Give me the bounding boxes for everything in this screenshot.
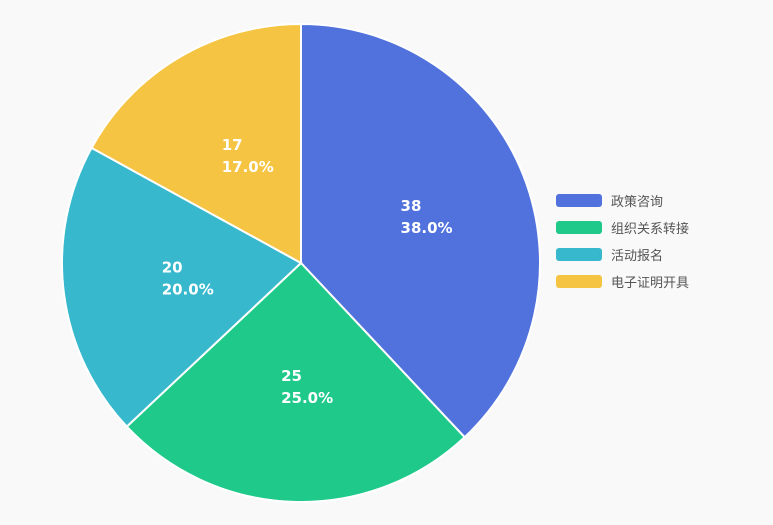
legend-label: 政策咨询 <box>611 194 664 210</box>
pie-slice[interactable] <box>61 146 303 429</box>
legend-swatch <box>556 274 602 288</box>
legend-label: 组织关系转接 <box>611 221 690 237</box>
pie-labels: 38 38.0% 25 25.0% 20 20.0% 17 17.0% <box>162 136 453 407</box>
legend-label: 电子证明开具 <box>611 275 690 291</box>
slice-value-label: 25 <box>281 367 302 385</box>
slice-percent-label: 25.0% <box>281 389 333 407</box>
legend-item[interactable]: 活动报名 <box>556 245 766 264</box>
legend-swatch <box>556 247 602 261</box>
pie-slice[interactable] <box>300 22 541 439</box>
legend-item[interactable]: 电子证明开具 <box>556 272 766 291</box>
pie-slices <box>61 22 541 503</box>
legend-label: 活动报名 <box>611 248 664 264</box>
legend-swatch <box>556 220 602 234</box>
slice-percent-label: 17.0% <box>222 158 274 176</box>
slice-value-label: 38 <box>401 197 422 215</box>
slice-value-label: 17 <box>222 136 243 154</box>
slice-percent-label: 20.0% <box>162 281 214 299</box>
legend: 政策咨询 组织关系转接 活动报名 电子证明开具 <box>556 191 766 299</box>
pie-slice[interactable] <box>90 22 302 265</box>
legend-item[interactable]: 组织关系转接 <box>556 218 766 237</box>
slice-value-label: 20 <box>162 259 183 277</box>
slice-percent-label: 38.0% <box>401 219 453 237</box>
pie-slice[interactable] <box>125 261 467 503</box>
legend-swatch <box>556 193 602 207</box>
legend-item[interactable]: 政策咨询 <box>556 191 766 210</box>
